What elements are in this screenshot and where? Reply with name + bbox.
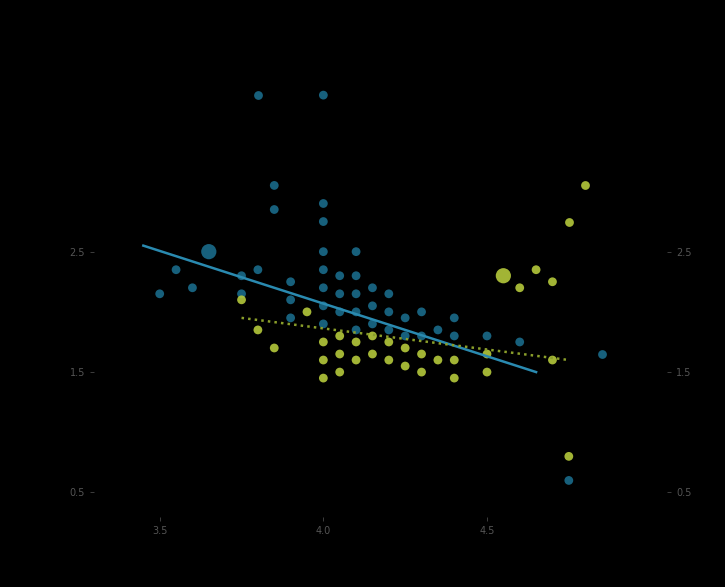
Point xyxy=(268,181,280,190)
Point xyxy=(383,355,394,365)
Point xyxy=(285,277,297,286)
Point xyxy=(481,349,493,359)
Point xyxy=(399,313,411,323)
Point xyxy=(334,289,346,299)
Point xyxy=(449,313,460,323)
Point xyxy=(449,355,460,365)
Point xyxy=(334,331,346,340)
Point xyxy=(301,307,312,316)
Point xyxy=(252,90,264,100)
Point xyxy=(350,325,362,335)
Point xyxy=(449,331,460,340)
Point xyxy=(415,349,427,359)
Point xyxy=(481,331,493,340)
Point xyxy=(268,343,280,353)
Point xyxy=(334,349,346,359)
Point xyxy=(383,338,394,347)
Point xyxy=(318,355,329,365)
Point xyxy=(236,271,247,281)
Point xyxy=(350,289,362,299)
Point xyxy=(367,349,378,359)
Point xyxy=(350,271,362,281)
Point xyxy=(350,338,362,347)
Point xyxy=(285,295,297,305)
Point xyxy=(563,217,575,226)
Point xyxy=(318,373,329,383)
Point xyxy=(563,475,575,485)
Point xyxy=(252,265,264,274)
Point xyxy=(350,247,362,257)
Point xyxy=(268,205,280,214)
Point xyxy=(186,283,198,292)
Point xyxy=(318,283,329,292)
Point xyxy=(579,181,591,190)
Point xyxy=(203,247,215,257)
Point xyxy=(318,217,329,226)
Point xyxy=(481,367,493,377)
Point xyxy=(563,451,575,461)
Point xyxy=(415,331,427,340)
Point xyxy=(399,331,411,340)
Point xyxy=(252,325,264,335)
Point xyxy=(318,247,329,257)
Point xyxy=(367,331,378,340)
Point xyxy=(318,265,329,274)
Point xyxy=(383,289,394,299)
Point xyxy=(415,367,427,377)
Point xyxy=(596,349,608,359)
Point xyxy=(399,362,411,371)
Point xyxy=(236,295,247,305)
Point xyxy=(383,325,394,335)
Point xyxy=(350,355,362,365)
Point xyxy=(415,307,427,316)
Point xyxy=(514,338,526,347)
Point xyxy=(318,301,329,311)
Point xyxy=(334,271,346,281)
Point xyxy=(170,265,182,274)
Point xyxy=(367,319,378,329)
Point xyxy=(334,307,346,316)
Point xyxy=(236,289,247,299)
Point xyxy=(449,373,460,383)
Point xyxy=(334,367,346,377)
Point xyxy=(367,283,378,292)
Point xyxy=(285,313,297,323)
Point xyxy=(154,289,165,299)
Point xyxy=(350,307,362,316)
Point xyxy=(514,283,526,292)
Point xyxy=(432,325,444,335)
Point xyxy=(383,307,394,316)
Point xyxy=(318,319,329,329)
Point xyxy=(318,199,329,208)
Point xyxy=(367,301,378,311)
Point xyxy=(399,343,411,353)
Point xyxy=(547,277,558,286)
Point xyxy=(318,338,329,347)
Point xyxy=(318,90,329,100)
Point xyxy=(547,355,558,365)
Point xyxy=(530,265,542,274)
Point xyxy=(497,271,509,281)
Point xyxy=(432,355,444,365)
